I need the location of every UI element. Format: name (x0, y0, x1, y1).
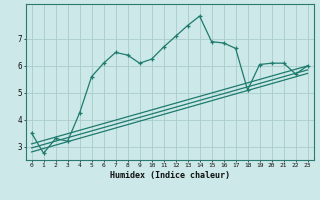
X-axis label: Humidex (Indice chaleur): Humidex (Indice chaleur) (109, 171, 230, 180)
